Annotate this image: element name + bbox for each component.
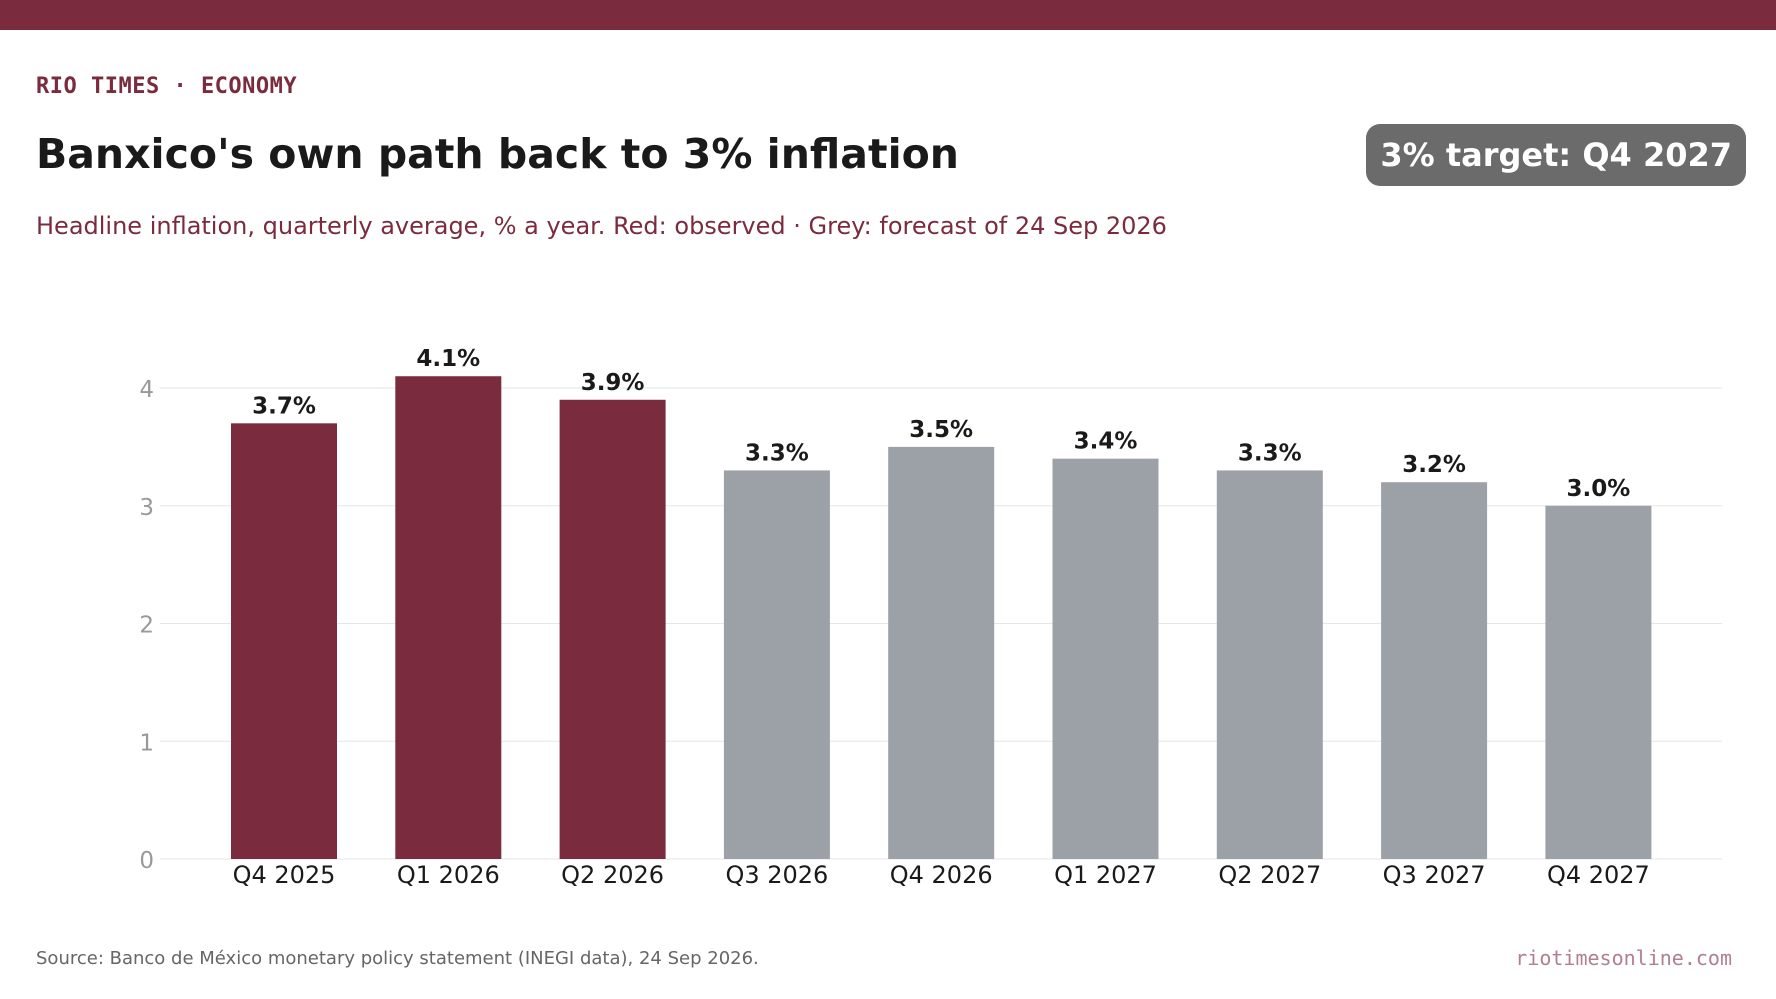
bar [1545, 505, 1652, 859]
bar [1216, 470, 1323, 859]
data-label: 3.2% [1402, 452, 1466, 478]
y-tick-label: 0 [139, 848, 154, 874]
x-tick-label: Q4 2026 [890, 861, 993, 889]
data-label: 3.9% [581, 370, 645, 396]
brand-top-bar [0, 0, 1776, 30]
section-kicker: RIO TIMES · ECONOMY [36, 74, 298, 99]
bar [559, 399, 666, 859]
bar [395, 376, 502, 859]
x-tick-label: Q1 2027 [1054, 861, 1157, 889]
x-tick-label: Q3 2026 [725, 861, 828, 889]
x-tick-label: Q2 2027 [1218, 861, 1321, 889]
y-tick-label: 2 [139, 613, 154, 639]
source-note: Source: Banco de México monetary policy … [36, 948, 759, 969]
x-tick-label: Q2 2026 [561, 861, 664, 889]
bar [888, 446, 995, 859]
y-tick-label: 3 [139, 495, 154, 521]
x-tick-label: Q4 2025 [233, 861, 336, 889]
x-tick-label: Q1 2026 [397, 861, 500, 889]
bar [1052, 458, 1159, 859]
data-label: 3.4% [1074, 429, 1138, 455]
data-label: 3.0% [1567, 476, 1631, 502]
data-label: 4.1% [416, 346, 480, 372]
data-label: 3.7% [252, 393, 316, 419]
chart-title: Banxico's own path back to 3% inflation [36, 130, 959, 178]
x-tick-label: Q4 2027 [1547, 861, 1650, 889]
chart-subtitle: Headline inflation, quarterly average, %… [36, 212, 1167, 240]
x-tick-label: Q3 2027 [1383, 861, 1486, 889]
data-label: 3.3% [1238, 440, 1302, 466]
bar [1381, 482, 1488, 859]
bar [723, 470, 830, 859]
site-url: riotimesonline.com [1515, 946, 1732, 970]
data-label: 3.3% [745, 440, 809, 466]
data-label: 3.5% [909, 417, 973, 443]
bar [231, 423, 337, 859]
y-tick-label: 1 [139, 730, 154, 756]
y-tick-label: 4 [139, 377, 154, 403]
target-badge: 3% target: Q4 2027 [1366, 124, 1746, 186]
